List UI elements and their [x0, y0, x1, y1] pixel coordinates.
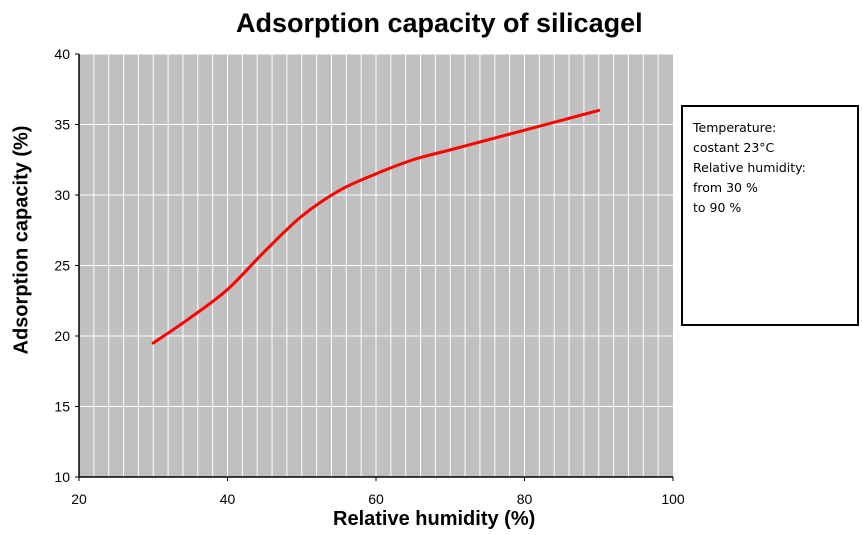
chart-title: Adsorption capacity of silicagel: [236, 8, 643, 38]
y-tick-label: 35: [54, 117, 70, 133]
annotation-line: to 90 %: [693, 200, 742, 215]
axes: [75, 53, 674, 481]
x-tick-label: 20: [71, 491, 87, 507]
y-tick-label: 10: [54, 469, 70, 485]
annotation-line: from 30 %: [693, 180, 758, 195]
y-tick-label: 15: [54, 399, 70, 415]
x-tick-label: 60: [368, 491, 384, 507]
y-tick-label: 40: [54, 46, 70, 62]
y-tick-label: 30: [54, 187, 70, 203]
y-axis-label: Adsorption capacity (%): [10, 125, 33, 355]
annotation-box: Temperature: costant 23°C Relative humid…: [681, 105, 859, 326]
annotation-line: costant 23°C: [693, 140, 775, 155]
y-tick-label: 25: [54, 258, 70, 274]
annotation-line: Relative humidity:: [693, 160, 806, 175]
gridlines: [79, 53, 673, 477]
x-tick-label: 80: [517, 491, 533, 507]
x-axis-label: Relative humidity (%): [333, 508, 536, 530]
y-tick-label: 20: [54, 328, 70, 344]
x-tick-label: 100: [661, 491, 685, 507]
annotation-line: Temperature:: [693, 120, 777, 135]
x-tick-label: 40: [220, 491, 236, 507]
series-line: [151, 108, 601, 345]
tick-labels: 10 15 20 25 30 35 40 20 40 60 80 100: [54, 46, 684, 507]
series-layer: [151, 108, 601, 345]
